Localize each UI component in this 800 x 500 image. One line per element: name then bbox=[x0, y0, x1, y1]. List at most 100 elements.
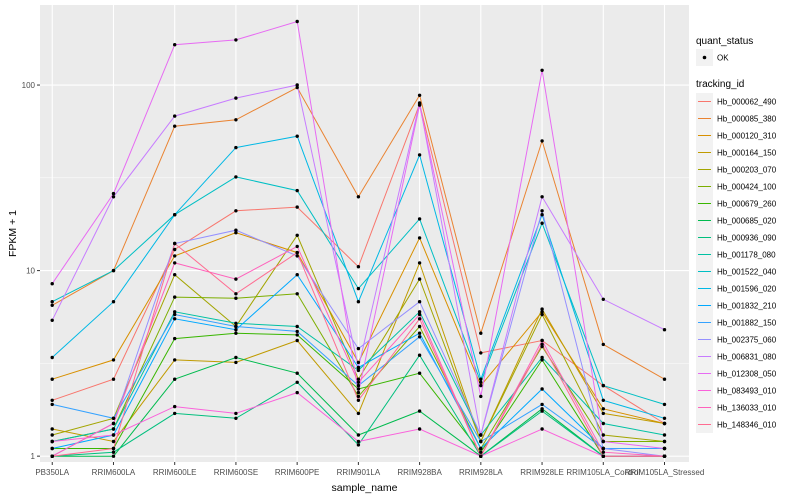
legend-series-label: Hb_002375_060 bbox=[717, 336, 777, 345]
data-point bbox=[417, 236, 422, 240]
x-tick-label: RRIM928LA bbox=[459, 468, 503, 477]
data-point bbox=[356, 398, 361, 402]
data-point bbox=[295, 273, 299, 277]
legend-series-label: Hb_000424_100 bbox=[717, 183, 777, 192]
data-point bbox=[234, 360, 238, 365]
data-point bbox=[173, 261, 177, 265]
x-tick-label: RRIM600LA bbox=[92, 468, 136, 477]
data-point bbox=[50, 402, 54, 407]
data-point bbox=[356, 360, 361, 365]
data-point bbox=[173, 358, 177, 362]
legend-series-label: Hb_001178_080 bbox=[717, 251, 776, 260]
data-point bbox=[50, 303, 54, 307]
data-point bbox=[295, 83, 299, 87]
data-point bbox=[356, 365, 361, 370]
x-tick-label: RRIM928LE bbox=[520, 468, 564, 477]
data-point bbox=[295, 188, 299, 193]
data-point bbox=[234, 209, 238, 213]
data-point bbox=[111, 416, 116, 420]
data-point bbox=[662, 446, 667, 451]
data-point bbox=[356, 387, 361, 391]
data-point bbox=[417, 103, 422, 107]
data-point bbox=[295, 371, 299, 375]
data-point bbox=[356, 439, 361, 444]
data-point bbox=[50, 446, 54, 451]
legend-series-label: Hb_000085_380 bbox=[717, 115, 777, 124]
data-point bbox=[417, 335, 422, 339]
data-point bbox=[540, 209, 544, 213]
legend-series-label: Hb_006831_080 bbox=[717, 353, 777, 362]
data-point bbox=[601, 446, 605, 451]
data-point bbox=[50, 439, 54, 444]
legend-tracking-items: Hb_000062_490 Hb_000085_380 Hb_000120_310 H… bbox=[696, 93, 777, 433]
data-point bbox=[540, 221, 544, 225]
data-point bbox=[295, 333, 299, 337]
data-point bbox=[479, 377, 483, 381]
data-point bbox=[234, 324, 238, 329]
data-point bbox=[234, 292, 238, 296]
data-point bbox=[662, 328, 667, 332]
data-point bbox=[111, 421, 116, 426]
data-point bbox=[295, 254, 299, 258]
data-point bbox=[540, 307, 544, 311]
data-point bbox=[601, 450, 605, 454]
data-point bbox=[356, 265, 361, 269]
data-point bbox=[417, 317, 422, 321]
data-point bbox=[50, 300, 54, 304]
data-point bbox=[479, 380, 483, 384]
x-tick-label: RRIM600LE bbox=[153, 468, 197, 477]
data-point bbox=[50, 427, 54, 431]
data-point bbox=[173, 317, 177, 321]
legend-series-label: Hb_001882_150 bbox=[717, 319, 777, 328]
legend-series-label: Hb_136033_010 bbox=[717, 404, 777, 413]
data-point bbox=[540, 387, 544, 391]
legend-series-label: Hb_000164_150 bbox=[717, 149, 777, 158]
data-point bbox=[234, 331, 238, 335]
data-point bbox=[356, 390, 361, 395]
data-point bbox=[234, 118, 238, 122]
grid-lines bbox=[40, 5, 689, 462]
data-point bbox=[479, 394, 483, 399]
data-point bbox=[540, 358, 544, 362]
data-point bbox=[417, 310, 422, 314]
data-point bbox=[173, 254, 177, 258]
data-point bbox=[479, 331, 483, 335]
data-point bbox=[234, 175, 238, 179]
data-point bbox=[173, 213, 177, 217]
data-point bbox=[234, 231, 238, 235]
data-point bbox=[479, 439, 483, 444]
data-point bbox=[540, 139, 544, 143]
data-point bbox=[601, 421, 605, 426]
data-point bbox=[417, 324, 422, 329]
data-point bbox=[601, 433, 605, 437]
data-point bbox=[111, 454, 116, 458]
data-point bbox=[601, 439, 605, 444]
data-point bbox=[601, 407, 605, 411]
x-tick-label: RRIM600SE bbox=[214, 468, 258, 477]
data-point bbox=[234, 145, 238, 150]
legend-quant-items: OK bbox=[696, 49, 729, 66]
data-point bbox=[295, 134, 299, 138]
data-point bbox=[356, 377, 361, 381]
data-point bbox=[111, 268, 116, 273]
data-point bbox=[356, 394, 361, 399]
x-tick-label: RRIM105LA_Control bbox=[566, 468, 640, 477]
data-point bbox=[479, 446, 483, 451]
plot-panel bbox=[40, 5, 689, 462]
data-point bbox=[295, 380, 299, 384]
data-point bbox=[295, 329, 299, 334]
data-point bbox=[173, 404, 177, 409]
data-point bbox=[234, 321, 238, 325]
y-tick-label: 10 bbox=[26, 267, 35, 276]
data-point bbox=[50, 433, 54, 437]
data-point bbox=[50, 377, 54, 381]
data-point bbox=[662, 454, 667, 458]
data-point bbox=[417, 371, 422, 375]
data-point bbox=[234, 411, 238, 416]
data-point bbox=[234, 38, 238, 42]
data-point bbox=[50, 398, 54, 402]
legend-series-label: Hb_000679_260 bbox=[717, 200, 777, 209]
data-point bbox=[173, 43, 177, 47]
data-point bbox=[173, 411, 177, 416]
data-point bbox=[479, 454, 483, 458]
